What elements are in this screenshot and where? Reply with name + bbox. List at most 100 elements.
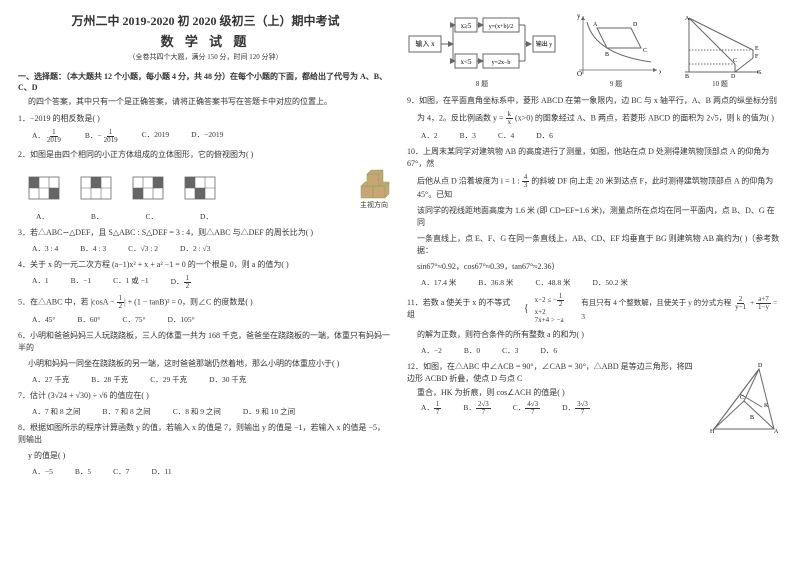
q1-opts: A．12019 B．−12019 C．2019 D．−2019 <box>32 129 393 144</box>
elevation-icon: AB D F CE G <box>675 12 765 78</box>
q4-A: A．1 <box>32 275 49 290</box>
svg-text:C: C <box>643 48 647 54</box>
svg-text:E: E <box>755 46 759 52</box>
flowchart-icon: 输入 x x≥5 x<5 y=(x+b)/2 y=2x−b 输出 y <box>407 12 557 78</box>
q2-optC-icon <box>132 176 164 200</box>
q1-C: C．2019 <box>142 129 170 144</box>
fig9-label: 9 题 <box>571 79 661 89</box>
q3-B: B．4 : 3 <box>80 243 106 254</box>
q6-A: A．27 千克 <box>32 374 69 385</box>
q10-D: D．50.2 米 <box>592 277 627 288</box>
q2-figs: 主视方向 <box>28 166 393 210</box>
q12-C: C．4√37 <box>513 401 540 416</box>
svg-text:y: y <box>577 12 581 20</box>
q7-B: B．7 和 8 之间 <box>103 406 151 417</box>
svg-text:H: H <box>710 429 715 435</box>
svg-text:C: C <box>733 58 737 64</box>
q3-D: D．2 : √3 <box>180 243 210 254</box>
q9-A: A．2 <box>421 130 438 141</box>
exam-meta: （全卷共四个大题，满分 150 分，时间 120 分钟） <box>18 52 393 62</box>
q11-opts: A．−2 B．0 C．3 D．6 <box>421 345 782 356</box>
q8-B: B．5 <box>75 466 91 477</box>
svg-text:x<5: x<5 <box>461 58 472 66</box>
q11-text: 11．若数 a 使关于 x 的不等式组 <box>407 297 518 321</box>
svg-text:F: F <box>755 54 759 60</box>
svg-text:B: B <box>685 74 689 78</box>
svg-text:A: A <box>593 22 598 28</box>
q9-stem2: 为 4，2。反比例函数 y = kx (x>0) 的图象经过 A、B 两点，若菱… <box>417 111 782 126</box>
q6-B: B．28 千克 <box>91 374 128 385</box>
q6-D: D．30 千克 <box>209 374 246 385</box>
q2-optA-icon <box>28 176 60 200</box>
fig8-label: 8 题 <box>407 79 557 89</box>
q7-A: A．7 和 8 之间 <box>32 406 81 417</box>
q10-opts: A．17.4 米 B．36.8 米 C．48.8 米 D．50.2 米 <box>421 277 782 288</box>
q5-opts: A．45° B．60° C．75° D．105° <box>32 314 393 325</box>
fold-triangle-icon: HA DC KB <box>704 359 782 437</box>
fig10: AB D F CE G 10 题 <box>675 12 765 89</box>
fig10-label: 10 题 <box>675 79 765 89</box>
q1-D: D．−2019 <box>191 129 223 144</box>
svg-text:C: C <box>740 395 744 401</box>
q6-stem2: 小明和妈妈一同坐在跷跷板的另一端，这时爸爸那端仍然着地，那么小明的体重应小于( … <box>28 358 393 370</box>
q2-letters: A． B． C． D． <box>36 211 393 222</box>
q11-sys2: 7x+4 > −a <box>535 316 576 324</box>
svg-text:D: D <box>758 363 763 369</box>
cube-icon <box>355 166 393 200</box>
q11-D: D．6 <box>540 345 557 356</box>
q5-C: C．75° <box>122 314 145 325</box>
section-1-head: 一、选择题：（本大题共 12 个小题，每小题 4 分，共 48 分）在每个小题的… <box>18 71 393 93</box>
q12-stem2: 重合，HK 为折痕，则 cos∠ACH 的值是( ) <box>417 387 696 399</box>
q3-C: C．√3 : 2 <box>128 243 158 254</box>
q12-block: 12．如图，在△ABC 中∠ACB = 90°，∠CAB = 30°，△ABD … <box>407 359 782 437</box>
q3-opts: A．3 : 4 B．4 : 3 C．√3 : 2 D．2 : √3 <box>32 243 393 254</box>
svg-text:输出 y: 输出 y <box>536 40 553 48</box>
exam-subject: 数 学 试 题 <box>18 31 393 50</box>
svg-text:G: G <box>757 70 762 76</box>
q10-s5: sin67°≈0.92，cos67°≈0.39，tan67°≈2.36） <box>417 261 782 273</box>
q6-opts: A．27 千克 B．28 千克 C．29 千克 D．30 千克 <box>32 374 393 385</box>
q11-A: A．−2 <box>421 345 442 356</box>
q9-C: C．4 <box>498 130 514 141</box>
right-column: 输入 x x≥5 x<5 y=(x+b)/2 y=2x−b 输出 y 8 题 <box>407 12 782 553</box>
q10-s2: 后他从点 D 沿着坡度为 i = 1 : 43 的斜坡 DF 向上走 20 米到… <box>417 174 782 201</box>
q11-sys1: x−2 ≤ −12x+2 <box>535 293 576 316</box>
q7-opts: A．7 和 8 之间 B．7 和 8 之间 C．8 和 9 之间 D．9 和 1… <box>32 406 393 417</box>
q2-C: C． <box>145 211 158 222</box>
q12-stem: 12．如图，在△ABC 中∠ACB = 90°，∠CAB = 30°，△ABD … <box>407 361 696 385</box>
q11-cont: 有且只有 4 个整数解，且使关于 y 的分式方程 2y−1 + a+71−y =… <box>581 296 782 322</box>
svg-text:B: B <box>750 415 754 421</box>
q5-A: A．45° <box>32 314 55 325</box>
q8-A: A．−5 <box>32 466 53 477</box>
svg-text:B: B <box>605 52 609 58</box>
q9-B: B．3 <box>460 130 476 141</box>
q8-opts: A．−5 B．5 C．7 D．11 <box>32 466 393 477</box>
q10-s4: 一条直线上，点 E、F、G 在同一条直线上，AB、CD、EF 均垂直于 BG 则… <box>417 233 782 257</box>
q12-B: B．2√37 <box>463 401 490 416</box>
q2-optB-icon <box>80 176 112 200</box>
q2-A: A． <box>36 211 49 222</box>
svg-text:D: D <box>633 22 638 28</box>
q1-stem: 1．−2019 的相反数是( ) <box>18 113 393 125</box>
q10-C: C．48.8 米 <box>535 277 570 288</box>
q2-stem: 2．如图是由四个相同的小正方体组成的立体图形，它的俯视图为( ) <box>18 149 393 161</box>
q12-D: D．3√37 <box>562 401 590 416</box>
q8-C: C．7 <box>113 466 129 477</box>
q2-B: B． <box>91 211 104 222</box>
svg-text:x: x <box>659 68 661 76</box>
q10-A: A．17.4 米 <box>421 277 456 288</box>
q5-B: B．60° <box>77 314 100 325</box>
q8-stem: 8．根据如图所示的程序计算函数 y 的值，若输入 x 的值是 7，则输出 y 的… <box>18 422 393 446</box>
hyperbola-icon: xyO AD BC <box>571 12 661 78</box>
svg-text:x≥5: x≥5 <box>461 22 472 30</box>
q7-C: C．8 和 9 之间 <box>173 406 221 417</box>
svg-text:D: D <box>731 74 736 78</box>
q3-A: A．3 : 4 <box>32 243 58 254</box>
q5-D: D．105° <box>167 314 194 325</box>
q4-stem: 4．关于 x 的一元二次方程 (a−1)x² + x + a² −1 = 0 的… <box>18 259 393 271</box>
q3-stem: 3．若△ABC∽△DEF，且 S△ABC : S△DEF = 3 : 4，则△A… <box>18 227 393 239</box>
section-1-head2: 的四个答案，其中只有一个是正确答案，请将正确答案书写在答题卡中对应的位置上。 <box>28 96 393 107</box>
q10-B: B．36.8 米 <box>478 277 513 288</box>
q1-A: A．12019 <box>32 129 63 144</box>
fig9: xyO AD BC 9 题 <box>571 12 661 89</box>
